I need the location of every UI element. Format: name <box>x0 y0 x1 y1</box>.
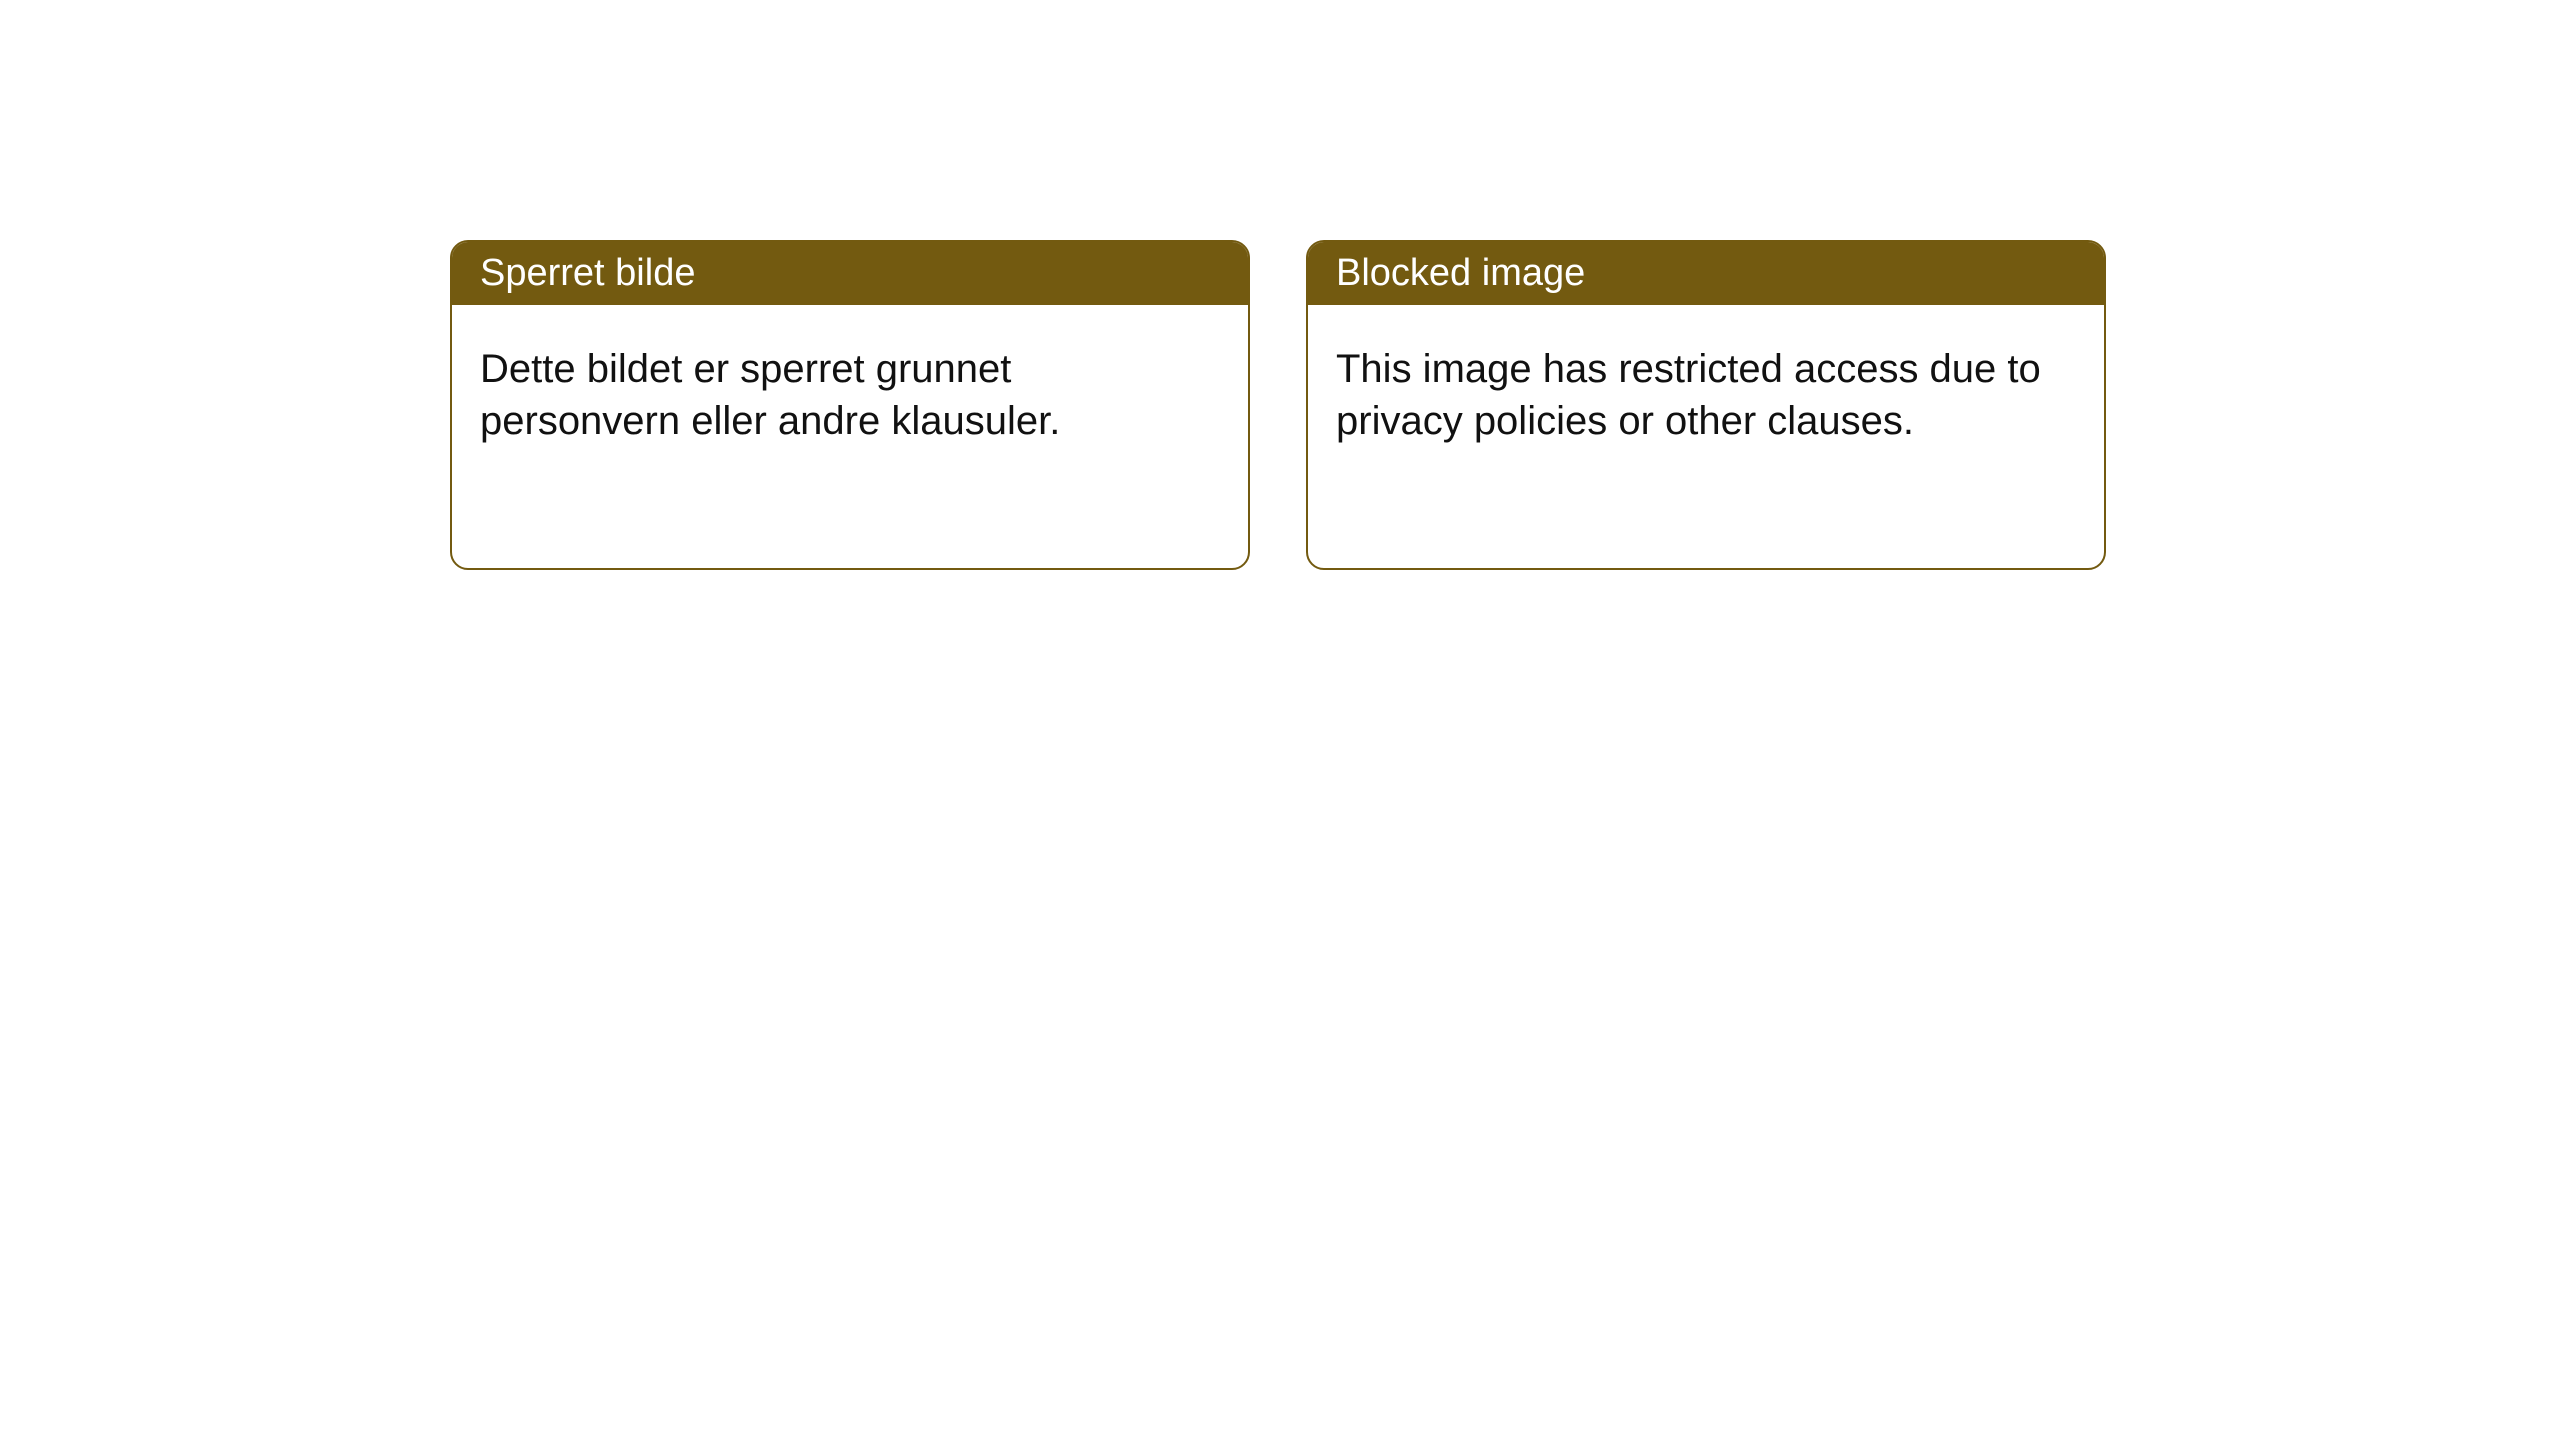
notice-body-no: Dette bildet er sperret grunnet personve… <box>452 305 1248 485</box>
notice-card-no: Sperret bilde Dette bildet er sperret gr… <box>450 240 1250 570</box>
notice-text-no: Dette bildet er sperret grunnet personve… <box>480 347 1060 443</box>
notice-header-no: Sperret bilde <box>452 242 1248 305</box>
notice-text-en: This image has restricted access due to … <box>1336 347 2041 443</box>
notice-title-no: Sperret bilde <box>480 252 695 294</box>
notice-container: Sperret bilde Dette bildet er sperret gr… <box>450 240 2106 570</box>
notice-header-en: Blocked image <box>1308 242 2104 305</box>
notice-body-en: This image has restricted access due to … <box>1308 305 2104 485</box>
notice-card-en: Blocked image This image has restricted … <box>1306 240 2106 570</box>
notice-title-en: Blocked image <box>1336 252 1585 294</box>
